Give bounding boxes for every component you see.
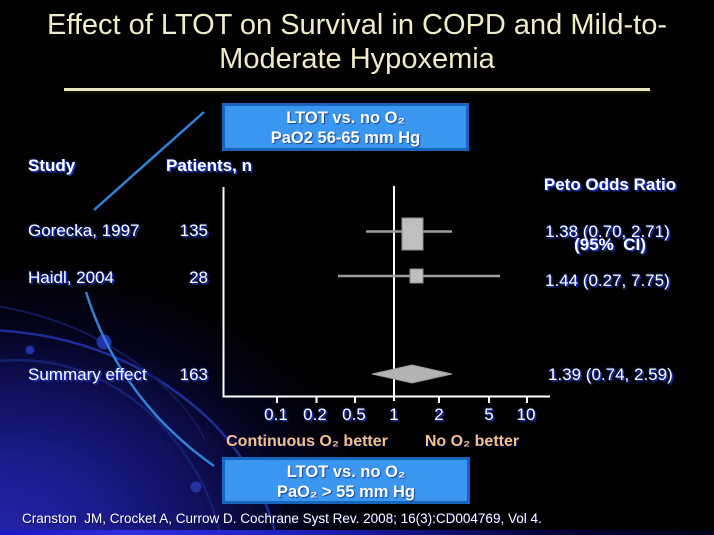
title-divider-line [64, 88, 650, 91]
swoosh-dot [25, 345, 35, 355]
swoosh-curve [0, 358, 222, 535]
odds-ratio-haidl: 1.44 (0.27, 7.75) [545, 271, 670, 290]
slide-title: Effect of LTOT on Survival in COPD and M… [47, 9, 667, 75]
top-callout-line [93, 111, 205, 211]
top-callout-box: LTOT vs. no O₂ PaO2 56-65 mm Hg [222, 103, 469, 151]
tick-label-0-5: 0.5 [342, 405, 366, 424]
effect-marker-gorecka [401, 217, 424, 251]
direction-label-right: No O₂ better [424, 433, 520, 450]
odds-ratio-header-line1: Peto Odds Ratio [543, 175, 677, 194]
patients-count-gorecka: 135 [179, 221, 208, 240]
top-callout-line1: LTOT vs. no O₂ [286, 109, 405, 127]
study-column-header: Study [28, 156, 76, 175]
bottom-edge-accent-bar [0, 530, 714, 535]
direction-label-left: Continuous O₂ better [226, 433, 388, 450]
odds-ratio-summary: 1.39 (0.74, 2.59) [548, 365, 673, 384]
tick-label-2: 2 [434, 405, 444, 424]
odds-ratio-column-header: Peto Odds Ratio (95% CI) [520, 135, 700, 295]
axis-ticks [276, 396, 528, 403]
patients-column-header: Patients, n [166, 156, 252, 175]
odds-ratio-header-line2: (95% CI) [574, 235, 646, 254]
tick-label-5: 5 [484, 405, 494, 424]
bottom-callout-box: LTOT vs. no O₂ PaO₂ > 55 mm Hg [222, 457, 470, 504]
bottom-callout-line [84, 291, 215, 468]
study-name-haidl: Haidl, 2004 [28, 268, 115, 287]
citation-text: Cranston JM, Crocket A, Currow D. Cochra… [22, 511, 542, 526]
effect-marker-haidl [409, 268, 424, 284]
top-callout-line2: PaO2 56-65 mm Hg [270, 129, 421, 147]
study-name-summary: Summary effect [28, 365, 147, 384]
tick-label-10: 10 [516, 405, 536, 424]
patients-count-haidl: 28 [189, 268, 208, 287]
study-name-gorecka: Gorecka, 1997 [28, 221, 140, 240]
bottom-callout-line2: PaO₂ > 55 mm Hg [276, 483, 415, 501]
tick-label-0-2: 0.2 [303, 405, 327, 424]
swoosh-curve [0, 305, 206, 441]
odds-ratio-gorecka: 1.38 (0.70, 2.71) [545, 222, 670, 241]
tick-label-0-1: 0.1 [264, 405, 288, 424]
tick-label-1: 1 [389, 405, 399, 424]
swoosh-dot [190, 481, 202, 493]
bottom-callout-line1: LTOT vs. no O₂ [286, 463, 406, 481]
summary-diamond [371, 364, 453, 384]
patients-count-summary: 163 [179, 365, 208, 384]
